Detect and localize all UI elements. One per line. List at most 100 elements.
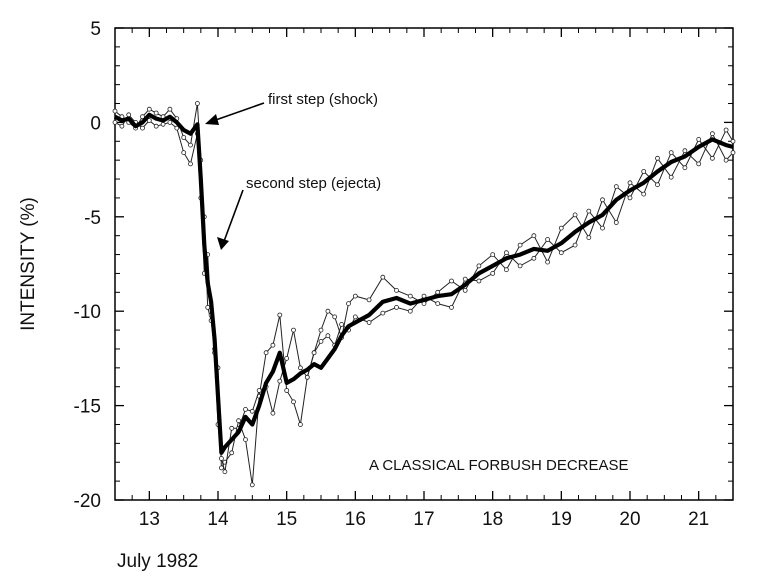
series-point xyxy=(366,320,372,325)
series-point xyxy=(641,191,647,197)
y-tick-labels: 5 0 -5 -10 -15 -20 xyxy=(74,19,101,512)
series-point xyxy=(435,289,441,295)
series-point xyxy=(291,327,296,333)
series-point xyxy=(682,148,688,154)
series-point xyxy=(181,135,187,140)
x-tick-label: 16 xyxy=(345,509,366,530)
series-point xyxy=(449,304,454,310)
series-point xyxy=(394,304,399,310)
series-point xyxy=(243,406,248,412)
series-line-thin xyxy=(114,103,734,485)
series-line-thick xyxy=(113,112,734,455)
x-tick-label: 21 xyxy=(688,509,709,530)
series-point xyxy=(249,482,255,488)
series-point xyxy=(297,365,303,371)
series-point xyxy=(249,408,255,414)
series-point xyxy=(435,301,441,307)
series-point xyxy=(229,425,235,431)
x-tick-label: 15 xyxy=(276,509,297,530)
series-point xyxy=(627,195,633,201)
series-point xyxy=(325,308,331,314)
series-point xyxy=(600,197,605,203)
series-point xyxy=(517,242,523,248)
series-point xyxy=(160,121,166,127)
series-point xyxy=(311,350,317,356)
series-point xyxy=(188,161,193,167)
y-tick-label: -15 xyxy=(74,397,101,418)
x-tick-label: 13 xyxy=(139,509,160,530)
annotation-second-step: second step (ejecta) xyxy=(246,175,381,192)
series-point xyxy=(146,118,152,123)
series-point xyxy=(462,287,468,293)
y-tick-label: 5 xyxy=(90,19,101,40)
series-point xyxy=(613,184,619,190)
series-point xyxy=(682,165,688,171)
series-point xyxy=(277,378,283,384)
series-point xyxy=(174,125,180,131)
annotation-first-step: first step (shock) xyxy=(268,91,378,108)
series-point xyxy=(284,388,290,393)
series-point xyxy=(332,314,338,320)
series-point xyxy=(723,127,729,133)
series-point xyxy=(730,138,736,144)
series-point xyxy=(318,327,324,333)
series-point xyxy=(352,314,358,320)
series-point xyxy=(352,293,358,299)
series-layer xyxy=(112,101,736,488)
annotation-arrow-second-step xyxy=(217,189,244,250)
y-tick-label: -10 xyxy=(74,302,101,323)
series-point xyxy=(600,225,605,231)
y-tick-label: -20 xyxy=(74,491,101,512)
series-point xyxy=(194,101,200,106)
series-point xyxy=(218,465,224,471)
series-point xyxy=(462,276,468,282)
series-point xyxy=(558,250,564,256)
series-point xyxy=(730,150,736,156)
series-point xyxy=(586,235,592,241)
series-point xyxy=(476,278,482,284)
series-point xyxy=(710,131,715,137)
x-tick-labels: 13 14 15 16 17 18 19 20 21 xyxy=(139,509,709,530)
series-point xyxy=(586,208,592,214)
series-point xyxy=(531,255,537,261)
series-point xyxy=(503,250,509,256)
y-tick-label: 0 xyxy=(90,113,101,134)
annotation-arrow-first-step xyxy=(205,102,265,125)
series-point xyxy=(167,106,173,112)
axis-ticks xyxy=(114,27,734,501)
series-point xyxy=(346,301,351,307)
series-point xyxy=(236,418,242,424)
series-point xyxy=(297,422,303,427)
series-point xyxy=(263,350,269,356)
series-point xyxy=(205,304,211,310)
series-point xyxy=(641,169,647,174)
series-point xyxy=(140,125,145,131)
series-point xyxy=(140,114,145,120)
series-point xyxy=(222,469,228,475)
x-tick-label: 19 xyxy=(551,509,572,530)
series-point xyxy=(325,333,331,339)
series-line-thin xyxy=(114,113,734,472)
series-point xyxy=(572,242,578,248)
series-point xyxy=(490,270,496,276)
series-point xyxy=(243,437,248,443)
series-point xyxy=(270,410,276,416)
x-axis-title: July 1982 xyxy=(117,551,198,572)
series-point xyxy=(318,338,324,344)
series-point xyxy=(545,259,550,265)
series-point xyxy=(119,123,125,129)
series-point xyxy=(380,310,386,316)
series-point xyxy=(284,355,290,361)
series-point xyxy=(229,450,235,456)
series-point xyxy=(710,155,715,161)
x-tick-label: 18 xyxy=(482,509,503,530)
series-point xyxy=(545,237,550,242)
series-point xyxy=(696,161,702,167)
x-tick-label: 14 xyxy=(207,509,229,530)
series-point xyxy=(270,342,276,348)
series-point xyxy=(517,263,523,269)
y-tick-label: -5 xyxy=(84,208,101,229)
series-point xyxy=(723,157,729,163)
series-point xyxy=(256,388,262,393)
